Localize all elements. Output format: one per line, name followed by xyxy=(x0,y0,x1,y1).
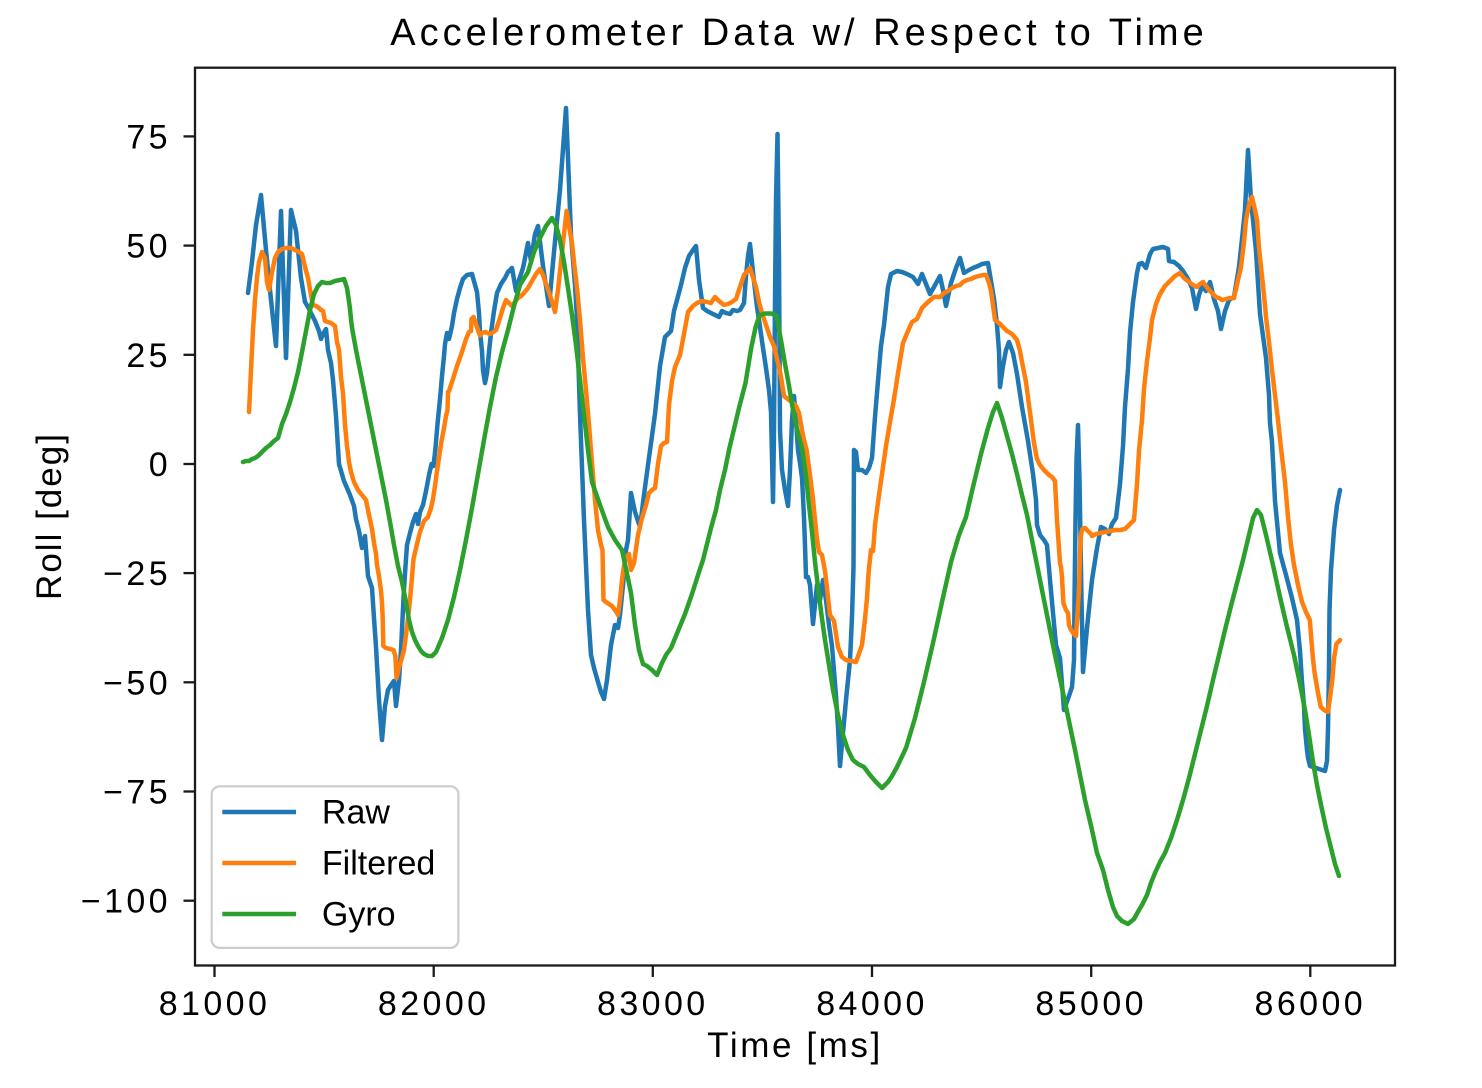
svg-text:−75: −75 xyxy=(103,774,171,812)
svg-text:75: 75 xyxy=(126,118,171,156)
svg-text:84000: 84000 xyxy=(816,985,928,1023)
svg-text:Time [ms]: Time [ms] xyxy=(707,1026,883,1065)
svg-text:Raw: Raw xyxy=(322,794,390,832)
svg-text:25: 25 xyxy=(126,337,171,375)
svg-text:−50: −50 xyxy=(103,664,171,702)
svg-text:−100: −100 xyxy=(81,883,171,921)
svg-text:81000: 81000 xyxy=(159,985,271,1023)
svg-text:0: 0 xyxy=(149,446,171,484)
svg-text:85000: 85000 xyxy=(1035,985,1147,1023)
svg-text:Accelerometer Data w/ Respect: Accelerometer Data w/ Respect to Time xyxy=(390,12,1207,54)
svg-text:−25: −25 xyxy=(103,555,171,593)
svg-text:86000: 86000 xyxy=(1255,985,1367,1023)
svg-text:Filtered: Filtered xyxy=(322,845,435,883)
svg-text:83000: 83000 xyxy=(597,985,709,1023)
svg-text:Gyro: Gyro xyxy=(322,896,396,934)
svg-text:82000: 82000 xyxy=(378,985,490,1023)
svg-text:Roll [deg]: Roll [deg] xyxy=(30,432,69,600)
svg-text:50: 50 xyxy=(126,228,171,266)
